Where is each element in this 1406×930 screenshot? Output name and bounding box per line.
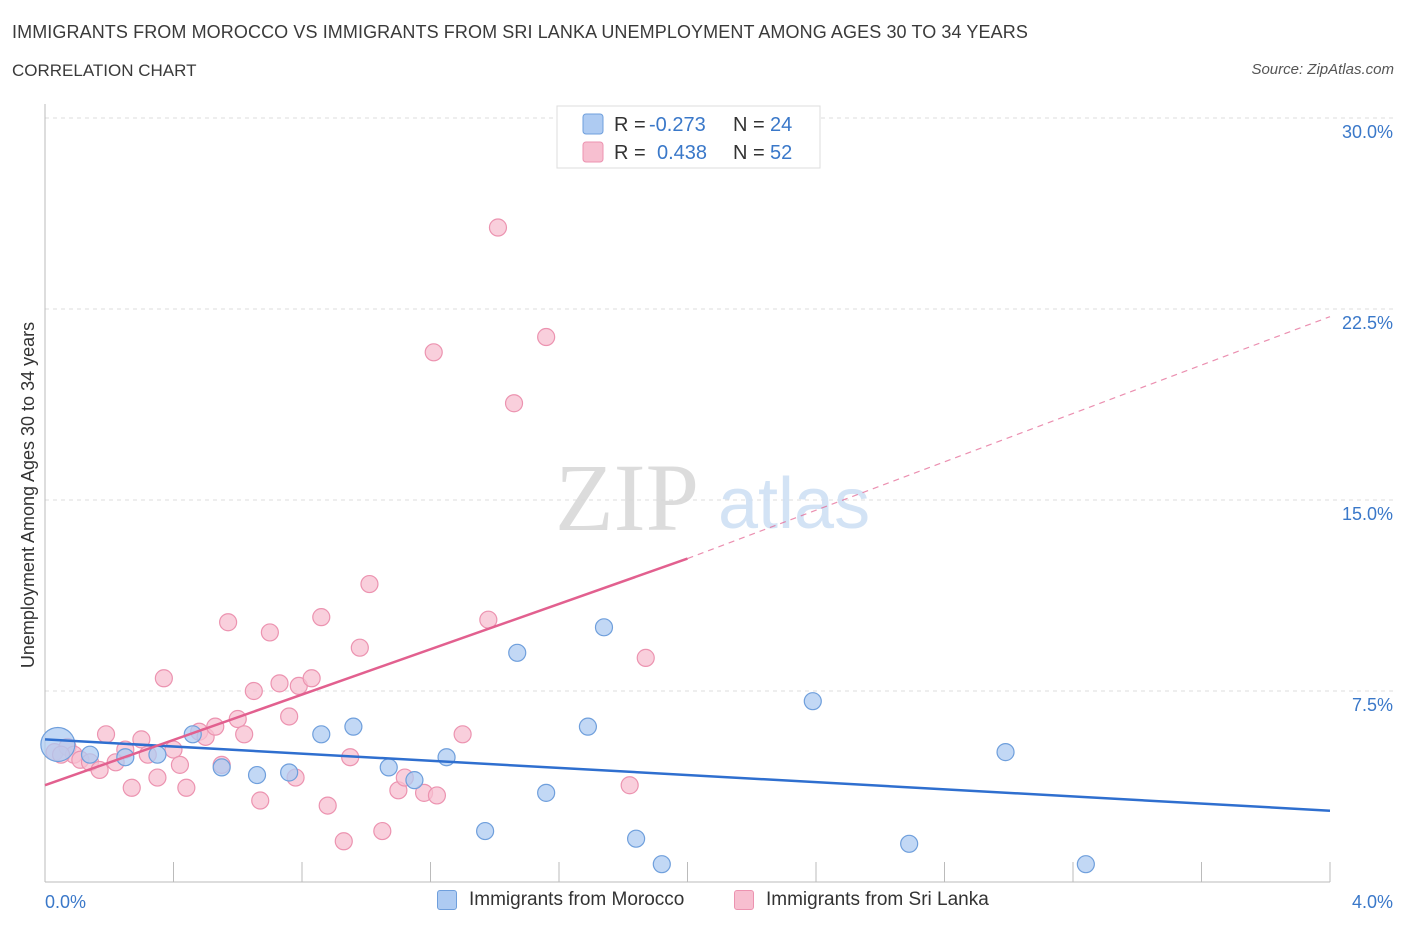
morocco-point-11 <box>405 771 424 790</box>
morocco-point-8 <box>312 725 331 744</box>
morocco-point-6 <box>247 765 267 785</box>
morocco-point-0 <box>40 726 76 763</box>
srilanka-trend-line <box>44 557 688 787</box>
morocco-point-19 <box>652 855 671 874</box>
legend-item-morocco[interactable]: Immigrants from Morocco <box>437 889 684 911</box>
legend-label-morocco: Immigrants from Morocco <box>469 889 685 910</box>
stats-legend: R = -0.273 N = 24 R = 0.438 N = 52 <box>556 105 821 169</box>
srilanka-point-26 <box>260 623 279 642</box>
y-axis-label: Unemployment Among Ages 30 to 34 years <box>18 322 38 668</box>
morocco-point-13 <box>476 821 495 841</box>
srilanka-trend-extension <box>687 316 1331 560</box>
x-tick-label-1: 4.0% <box>1352 892 1393 912</box>
srilanka-point-37 <box>360 574 379 594</box>
srilanka-point-23 <box>235 725 254 744</box>
stats-n-label-morocco: N = <box>733 114 765 136</box>
srilanka-point-32 <box>312 608 331 627</box>
srilanka-point-38 <box>373 821 392 841</box>
stats-n-label-srilanka: N = <box>733 142 765 164</box>
y-tick-label-0: 7.5% <box>1352 695 1393 715</box>
srilanka-point-44 <box>453 725 472 744</box>
morocco-point-23 <box>1076 855 1095 874</box>
srilanka-point-34 <box>334 832 353 851</box>
srilanka-point-13 <box>154 669 173 688</box>
stats-swatch-morocco <box>582 113 604 135</box>
chart-title: IMMIGRANTS FROM MOROCCO VS IMMIGRANTS FR… <box>12 22 1028 42</box>
morocco-trend-line <box>44 738 1331 812</box>
srilanka-point-21 <box>219 613 238 632</box>
morocco-point-10 <box>379 758 398 777</box>
srilanka-point-25 <box>251 791 270 810</box>
srilanka-point-33 <box>318 796 337 815</box>
srilanka-point-14 <box>164 740 183 759</box>
srilanka-point-48 <box>537 327 556 347</box>
srilanka-point-6 <box>96 725 116 744</box>
morocco-point-7 <box>280 763 299 782</box>
srilanka-point-16 <box>177 778 196 797</box>
srilanka-point-47 <box>504 394 524 413</box>
y-tick-label-3: 30.0% <box>1342 122 1393 142</box>
legend-swatch-srilanka <box>734 890 754 910</box>
morocco-point-1 <box>80 745 100 764</box>
stats-swatch-srilanka <box>582 141 604 163</box>
morocco-point-16 <box>578 717 598 736</box>
srilanka-point-15 <box>170 755 190 774</box>
morocco-point-20 <box>803 692 822 711</box>
morocco-point-21 <box>900 834 919 853</box>
morocco-point-5 <box>212 758 231 777</box>
y-tick-label-1: 15.0% <box>1342 504 1393 524</box>
watermark-zip: ZIP <box>555 444 699 551</box>
morocco-points <box>40 618 1095 874</box>
legend-item-srilanka[interactable]: Immigrants from Sri Lanka <box>734 889 989 911</box>
grid-lines <box>45 117 1395 692</box>
srilanka-point-12 <box>148 768 167 787</box>
srilanka-point-42 <box>424 343 443 362</box>
srilanka-point-9 <box>122 778 141 797</box>
watermark-atlas: atlas <box>718 464 870 544</box>
srilanka-point-43 <box>427 786 447 805</box>
source-credit: Source: ZipAtlas.com <box>1251 61 1394 78</box>
x-tick-label-0: 0.0% <box>45 892 86 912</box>
legend-label-srilanka: Immigrants from Sri Lanka <box>766 889 989 910</box>
morocco-point-9 <box>344 717 363 736</box>
stats-n-value-morocco: 24 <box>770 114 792 136</box>
srilanka-point-24 <box>244 681 263 701</box>
bottom-legend: Immigrants from Morocco Immigrants from … <box>0 889 1406 917</box>
srilanka-point-46 <box>488 218 508 237</box>
morocco-point-14 <box>508 643 527 662</box>
morocco-point-18 <box>626 829 646 848</box>
tick-labels: 7.5% 15.0% 22.5% 30.0% 0.0% 4.0% <box>45 122 1393 912</box>
stats-n-value-srilanka: 52 <box>770 142 792 164</box>
watermark: ZIP atlas <box>555 444 870 551</box>
stats-r-value-srilanka: 0.438 <box>657 142 707 164</box>
stats-r-label-morocco: R = <box>614 114 646 136</box>
y-tick-label-2: 22.5% <box>1342 313 1393 333</box>
srilanka-point-28 <box>280 707 299 726</box>
chart-subtitle: CORRELATION CHART <box>12 61 197 80</box>
stats-r-value-morocco: -0.273 <box>649 114 706 136</box>
srilanka-point-36 <box>350 638 369 657</box>
morocco-point-17 <box>594 618 614 637</box>
trend-lines <box>44 316 1331 812</box>
srilanka-point-50 <box>636 648 655 667</box>
srilanka-point-27 <box>270 674 289 693</box>
srilanka-point-31 <box>302 669 321 688</box>
legend-swatch-morocco <box>437 890 457 910</box>
morocco-point-15 <box>537 783 556 802</box>
stats-r-label-srilanka: R = <box>614 142 646 164</box>
srilanka-point-49 <box>620 776 639 795</box>
morocco-point-22 <box>996 743 1015 762</box>
